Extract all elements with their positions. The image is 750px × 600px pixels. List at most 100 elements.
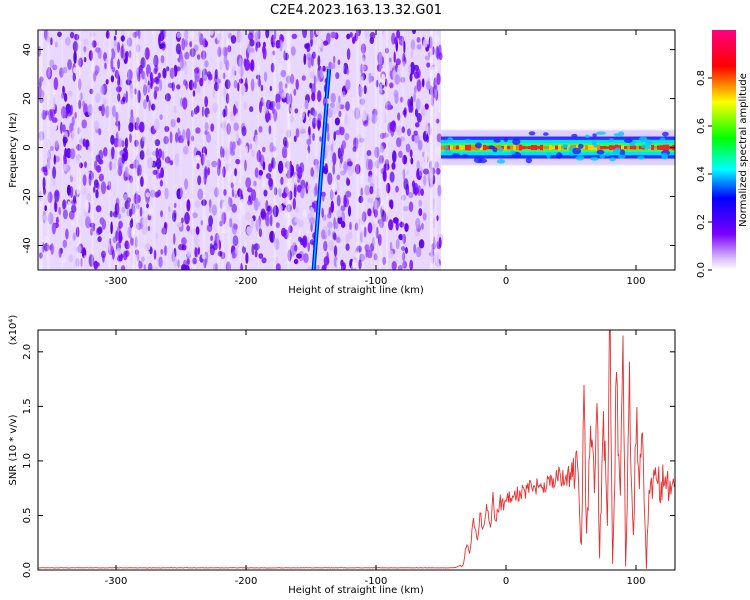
ytick-label: 40 [22,43,33,56]
noise-speck [45,110,49,116]
noise-speck [143,84,148,96]
noise-speck [52,166,57,179]
noise-speck [421,222,424,230]
signal-blob [608,138,615,143]
noise-speck [245,145,248,156]
noise-speck [436,215,439,222]
xtick-label: 100 [626,576,645,587]
noise-speck [413,182,419,196]
noise-speck [247,81,251,93]
noise-speck [78,138,83,144]
noise-speck [145,192,150,198]
noise-stripe [217,30,220,270]
noise-speck [160,30,163,35]
noise-speck [110,134,115,145]
noise-speck [306,149,309,160]
signal-blob [488,145,495,150]
noise-speck [250,78,255,92]
noise-speck [301,185,305,198]
noise-speck [186,225,191,232]
noise-speck [307,184,311,192]
noise-speck [105,105,110,119]
noise-speck [310,54,314,67]
noise-speck [152,265,158,270]
noise-speck [62,124,66,133]
noise-speck [145,195,150,204]
noise-speck [58,247,62,258]
noise-speck [425,122,429,135]
signal-blob [623,138,633,143]
noise-speck [422,212,427,221]
noise-speck [319,136,322,142]
noise-speck [259,101,262,113]
spectrogram-streaks [311,69,332,270]
noise-speck [337,59,341,65]
noise-speck [83,57,87,63]
noise-speck [111,66,116,73]
noise-speck [219,220,224,227]
noise-speck [399,221,405,228]
noise-speck [69,31,75,39]
noise-speck [253,243,260,251]
noise-speck [65,228,69,240]
noise-speck [413,92,416,103]
noise-speck [101,219,107,230]
noise-speck [129,208,133,217]
noise-speck [128,122,134,132]
noise-speck [428,36,433,49]
noise-speck [105,30,110,39]
noise-speck [366,150,372,156]
noise-speck [415,122,420,128]
noise-speck [147,225,151,231]
noise-speck [195,84,201,94]
noise-speck [359,174,363,185]
noise-speck [266,99,272,110]
noise-speck [94,70,99,76]
signal-core [510,145,513,150]
noise-speck [388,57,392,63]
noise-speck [409,73,413,82]
noise-speck [43,235,49,246]
noise-speck [276,101,281,110]
signal-blob [659,137,666,141]
noise-speck [410,61,415,75]
noise-speck [280,176,284,185]
signal-blob [640,139,647,143]
noise-stripe [116,30,119,270]
noise-speck [430,187,434,198]
noise-speck [52,64,58,71]
snr-panel: -300 -200 -100 0 100 0.0 0.5 1.0 1.5 2.0 Height o… [8,315,676,596]
noise-speck [200,50,207,60]
noise-speck [249,47,255,54]
noise-speck [222,46,228,57]
noise-speck [295,79,299,90]
noise-speck [421,78,425,88]
noise-speck [260,209,267,221]
noise-stripe [136,30,140,270]
noise-speck [231,251,236,259]
noise-speck [212,102,219,113]
noise-speck [343,194,347,208]
noise-speck [209,243,213,250]
noise-speck [228,217,233,228]
noise-speck [143,218,148,232]
noise-speck [336,194,341,207]
colorbar-tick-label: 0.2 [696,214,707,230]
noise-speck [335,72,340,80]
noise-speck [249,143,253,150]
noise-speck [273,30,277,40]
noise-speck [388,249,394,259]
noise-speck [273,238,280,251]
noise-speck [360,75,364,85]
signal-blob [578,143,584,149]
noise-speck [398,38,405,46]
noise-speck [287,249,292,262]
noise-speck [241,245,247,254]
signal-core [630,145,633,150]
noise-speck [272,205,279,218]
noise-speck [435,167,441,175]
noise-speck [222,87,227,98]
noise-speck [322,65,326,72]
noise-speck [186,250,191,257]
